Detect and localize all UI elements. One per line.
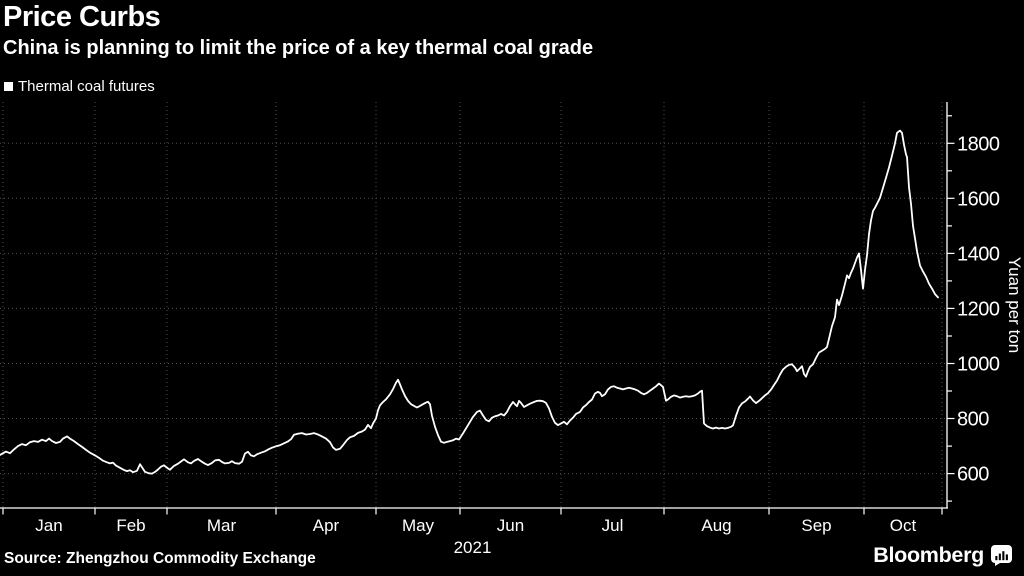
- y-tick-label: 1200: [957, 298, 1000, 320]
- y-tick-label: 1800: [957, 133, 1000, 155]
- y-axis-title: Yuan per ton: [1005, 257, 1024, 353]
- x-tick-label: Jun: [497, 516, 524, 535]
- y-tick-label: 1400: [957, 243, 1000, 265]
- y-tick-label: 1000: [957, 354, 1000, 376]
- price-line: [0, 129, 939, 475]
- x-tick-label: Jan: [35, 516, 62, 535]
- y-tick-label: 800: [957, 409, 989, 431]
- x-tick-label: Oct: [890, 516, 917, 535]
- x-tick-label: Sep: [801, 516, 831, 535]
- bloomberg-wordmark: Bloomberg: [873, 543, 984, 567]
- x-tick-label: Aug: [701, 516, 731, 535]
- x-tick-label: Feb: [116, 516, 145, 535]
- bloomberg-branding: Bloomberg: [873, 543, 1012, 568]
- x-tick-label: May: [402, 516, 435, 535]
- y-tick-label: 600: [957, 464, 989, 486]
- x-tick-label: Jul: [602, 516, 624, 535]
- legend: Thermal coal futures: [4, 78, 155, 95]
- bloomberg-icon: [991, 545, 1012, 566]
- x-tick-label: Apr: [313, 516, 340, 535]
- x-tick-label: Mar: [207, 516, 237, 535]
- legend-label: Thermal coal futures: [18, 78, 155, 95]
- page-title: Price Curbs: [3, 1, 161, 33]
- y-tick-label: 1600: [957, 188, 1000, 210]
- source-note: Source: Zhengzhou Commodity Exchange: [4, 550, 316, 567]
- x-axis-year-label: 2021: [454, 538, 492, 557]
- page-subtitle: China is planning to limit the price of …: [3, 37, 594, 59]
- legend-marker-square-icon: [4, 82, 13, 91]
